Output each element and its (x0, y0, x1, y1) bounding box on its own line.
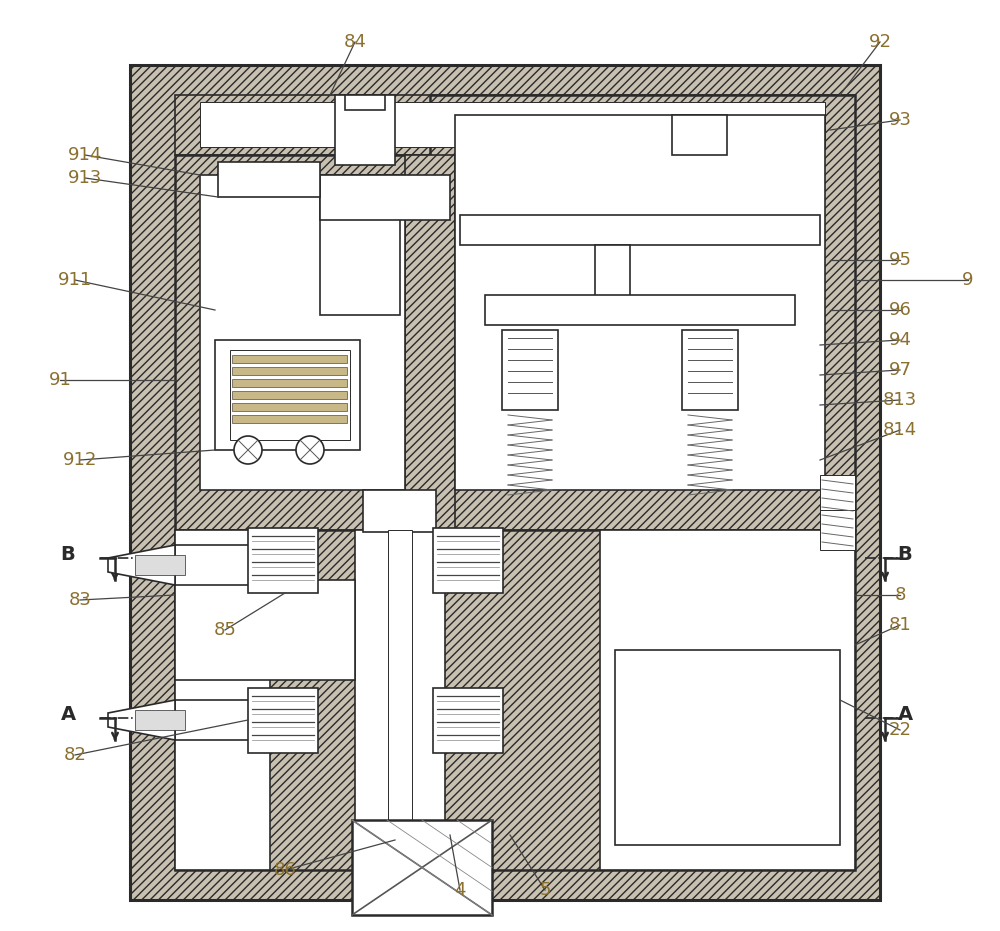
Bar (433, 688, 503, 753)
Bar (682, 330, 738, 410)
Text: A: A (897, 705, 913, 723)
Bar (218, 162, 320, 197)
Text: 93: 93 (889, 111, 912, 129)
Bar (672, 115, 727, 155)
Text: 94: 94 (889, 331, 912, 349)
Bar (388, 530, 412, 870)
Bar (352, 820, 492, 915)
Text: 97: 97 (889, 361, 912, 379)
Bar (345, 95, 385, 110)
Bar (135, 710, 185, 730)
Bar (230, 350, 350, 440)
Bar (320, 175, 450, 220)
Text: 83: 83 (69, 591, 91, 609)
Bar (502, 330, 558, 410)
Text: A: A (60, 705, 76, 723)
Text: 84: 84 (344, 33, 366, 51)
Bar (405, 155, 455, 530)
Text: 9: 9 (962, 271, 974, 289)
Bar (460, 215, 820, 245)
Bar (175, 95, 855, 155)
Text: 911: 911 (58, 271, 92, 289)
Text: B: B (61, 545, 75, 563)
Text: 22: 22 (889, 721, 912, 739)
Text: 85: 85 (214, 621, 236, 639)
Text: 8: 8 (894, 586, 906, 604)
Polygon shape (108, 700, 175, 740)
Text: B: B (898, 545, 912, 563)
Bar (175, 530, 270, 870)
Bar (232, 367, 347, 375)
Bar (248, 528, 318, 593)
Bar (232, 403, 347, 411)
Bar (215, 340, 360, 450)
Text: 814: 814 (883, 421, 917, 439)
Bar (615, 650, 840, 845)
Text: 912: 912 (63, 451, 97, 469)
Bar (135, 555, 185, 575)
Bar (335, 95, 395, 165)
Text: 5: 5 (539, 881, 551, 899)
Text: 86: 86 (274, 861, 296, 879)
Circle shape (296, 436, 324, 464)
Bar (232, 415, 347, 423)
Text: 913: 913 (68, 169, 102, 187)
Bar (363, 490, 436, 532)
Polygon shape (108, 545, 175, 585)
Text: 91: 91 (49, 371, 71, 389)
Text: 914: 914 (68, 146, 102, 164)
Bar (175, 530, 855, 870)
Circle shape (234, 436, 262, 464)
Bar (175, 545, 285, 585)
Bar (175, 700, 285, 740)
Bar (455, 115, 825, 490)
Bar (175, 155, 430, 530)
Text: 96: 96 (889, 301, 911, 319)
Text: 81: 81 (889, 616, 911, 634)
Bar (232, 391, 347, 399)
Text: 4: 4 (454, 881, 466, 899)
Bar (200, 102, 825, 147)
Bar (200, 175, 405, 490)
Bar (820, 510, 855, 550)
Bar (248, 688, 318, 753)
Bar (600, 530, 855, 870)
Bar (175, 580, 355, 680)
Text: 82: 82 (64, 746, 86, 764)
Bar (232, 379, 347, 387)
Bar (320, 175, 400, 315)
Bar (355, 530, 445, 870)
Bar (433, 528, 503, 593)
Bar (130, 65, 880, 900)
Text: 813: 813 (883, 391, 917, 409)
Bar (430, 95, 855, 530)
Bar (485, 295, 795, 325)
Bar (595, 245, 630, 300)
Bar (232, 355, 347, 363)
Text: 92: 92 (868, 33, 892, 51)
Text: 95: 95 (889, 251, 912, 269)
Bar (820, 475, 855, 515)
